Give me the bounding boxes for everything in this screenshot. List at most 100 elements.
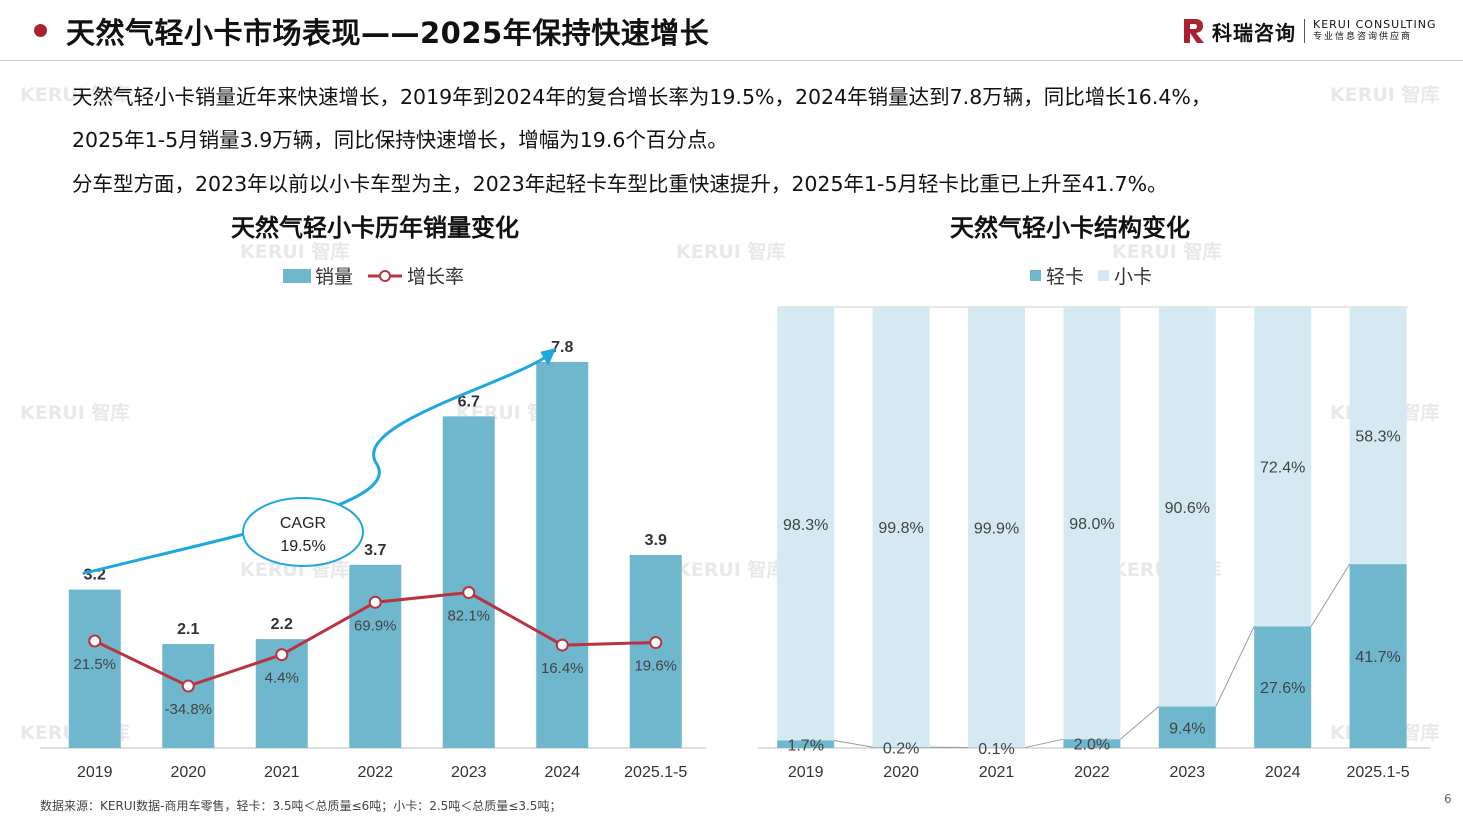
left-chart-legend: 销量 增长率: [283, 262, 478, 289]
cagr-label: CAGR: [280, 515, 326, 532]
sales-data-label: 7.8: [551, 339, 573, 356]
light-truck-bar: [872, 747, 930, 748]
sales-bar: [629, 554, 682, 748]
sales-bar: [442, 416, 495, 748]
left-chart-title: 天然气轻小卡历年销量变化: [231, 214, 519, 242]
series-connector-line: [1215, 626, 1255, 707]
sales-data-label: 3.9: [645, 532, 667, 549]
growth-rate-label: 4.4%: [265, 670, 299, 687]
sales-bar: [68, 589, 121, 748]
mini-truck-share-label: 98.0%: [1069, 516, 1114, 533]
series-connector-line: [834, 740, 873, 748]
light-truck-share-label: 2.0%: [1074, 737, 1110, 754]
light-truck-bar: [1063, 739, 1121, 748]
legend-label-light-truck: 轻卡: [1046, 266, 1085, 288]
mini-truck-bar: [872, 307, 930, 748]
sales-data-label: 3.7: [364, 542, 386, 559]
legend-swatch-light-truck: [1030, 270, 1041, 281]
light-truck-bar: [1349, 564, 1407, 748]
growth-rate-point: [181, 679, 195, 693]
mini-truck-bar: [1254, 307, 1312, 627]
growth-rate-point: [555, 638, 569, 652]
sales-data-label: 2.1: [177, 621, 199, 638]
mini-truck-bar: [1158, 307, 1216, 707]
sales-bar: [349, 564, 402, 748]
series-connector-line: [1024, 738, 1064, 749]
x-tick-label: 2019: [788, 764, 824, 781]
growth-rate-point: [275, 648, 289, 662]
growth-rate-point: [368, 595, 382, 609]
growth-rate-label: 16.4%: [541, 660, 584, 677]
right-chart-title: 天然气轻小卡结构变化: [950, 214, 1190, 242]
light-truck-share-label: 1.7%: [787, 737, 823, 754]
x-tick-label: 2022: [1074, 764, 1110, 781]
mini-truck-share-label: 58.3%: [1355, 429, 1400, 446]
logo-name-en: KERUI CONSULTING: [1313, 18, 1437, 31]
data-source-note: 数据来源：KERUI数据-商用车零售，轻卡：3.5吨＜总质量≤6吨；小卡：2.5…: [40, 799, 562, 813]
legend-label-growth: 增长率: [407, 266, 465, 288]
x-tick-label: 2021: [979, 764, 1015, 781]
growth-rate-point: [88, 634, 102, 648]
watermark: KERUI 智库: [676, 241, 786, 263]
mini-truck-bar: [777, 307, 835, 741]
mini-truck-share-label: 90.6%: [1165, 500, 1210, 517]
x-tick-label: 2019: [77, 764, 113, 781]
x-tick-label: 2024: [1265, 764, 1301, 781]
series-connector-line: [1310, 563, 1351, 627]
logo-text-block: KERUI CONSULTING 专业信息咨询供应商: [1313, 19, 1437, 43]
light-truck-share-label: 0.1%: [978, 741, 1014, 758]
mini-truck-share-label: 72.4%: [1260, 460, 1305, 477]
watermark: KERUI 智库: [1112, 241, 1222, 263]
x-tick-label: 2025.1-5: [624, 764, 687, 781]
mini-truck-share-label: 99.8%: [878, 520, 923, 537]
mini-truck-share-label: 98.3%: [783, 517, 828, 534]
intro-line-3: 分车型方面，2023年以前以小卡车型为主，2023年起轻卡车型比重快速提升，20…: [72, 172, 1168, 196]
logo-name-cn: 科瑞咨询: [1212, 20, 1296, 45]
legend-item-light-truck: 轻卡: [1030, 262, 1084, 289]
intro-line-1: 天然气轻小卡销量近年来快速增长，2019年到2024年的复合增长率为19.5%，…: [72, 85, 1212, 109]
light-truck-bar: [777, 740, 835, 748]
x-tick-label: 2020: [170, 764, 206, 781]
growth-rate-label: 69.9%: [354, 617, 397, 634]
cagr-trend-arrow: [82, 352, 552, 576]
mini-truck-share-label: 99.9%: [974, 520, 1019, 537]
page-number: 6: [1444, 792, 1452, 806]
legend-item-growth: 增长率: [367, 262, 464, 289]
sales-bar: [162, 644, 215, 748]
watermark: KERUI 智库: [20, 84, 130, 106]
cagr-arrow-head: [540, 347, 557, 366]
intro-line-2: 2025年1-5月销量3.9万辆，同比保持快速增长，增幅为19.6个百分点。: [72, 128, 728, 152]
mini-truck-bar: [1349, 307, 1407, 565]
legend-label-sales: 销量: [315, 266, 354, 288]
light-truck-bar: [1158, 706, 1216, 748]
legend-item-mini-truck: 小卡: [1098, 262, 1152, 289]
header-divider: [0, 60, 1463, 61]
logo-tagline: 专业信息咨询供应商: [1313, 32, 1413, 42]
logo-divider: [1304, 19, 1305, 43]
light-truck-share-label: 27.6%: [1260, 680, 1305, 697]
light-truck-share-label: 9.4%: [1169, 720, 1205, 737]
right-chart-legend: 轻卡 小卡: [1030, 262, 1166, 289]
growth-rate-label: 21.5%: [73, 656, 116, 673]
x-tick-label: 2021: [264, 764, 300, 781]
mini-truck-bar: [1063, 307, 1121, 740]
legend-swatch-line: [368, 269, 403, 282]
series-connector-line: [1120, 706, 1160, 740]
legend-item-sales: 销量: [283, 262, 353, 289]
kerui-logo-icon: [1182, 17, 1206, 45]
sales-data-label: 2.2: [271, 616, 293, 633]
watermark: KERUI 智库: [240, 241, 350, 263]
growth-rate-label: -34.8%: [164, 701, 212, 718]
watermark: KERUI 智库: [1330, 84, 1440, 106]
cagr-value: 19.5%: [280, 538, 325, 555]
legend-swatch-bar: [283, 268, 311, 283]
watermark: KERUI 智库: [676, 559, 786, 581]
title-bullet: [34, 24, 47, 37]
growth-rate-point: [649, 636, 663, 650]
x-tick-label: 2023: [1170, 764, 1206, 781]
cagr-callout: [242, 497, 364, 567]
light-truck-share-label: 41.7%: [1355, 649, 1400, 666]
growth-rate-label: 82.1%: [447, 608, 490, 625]
x-tick-label: 2023: [451, 764, 487, 781]
